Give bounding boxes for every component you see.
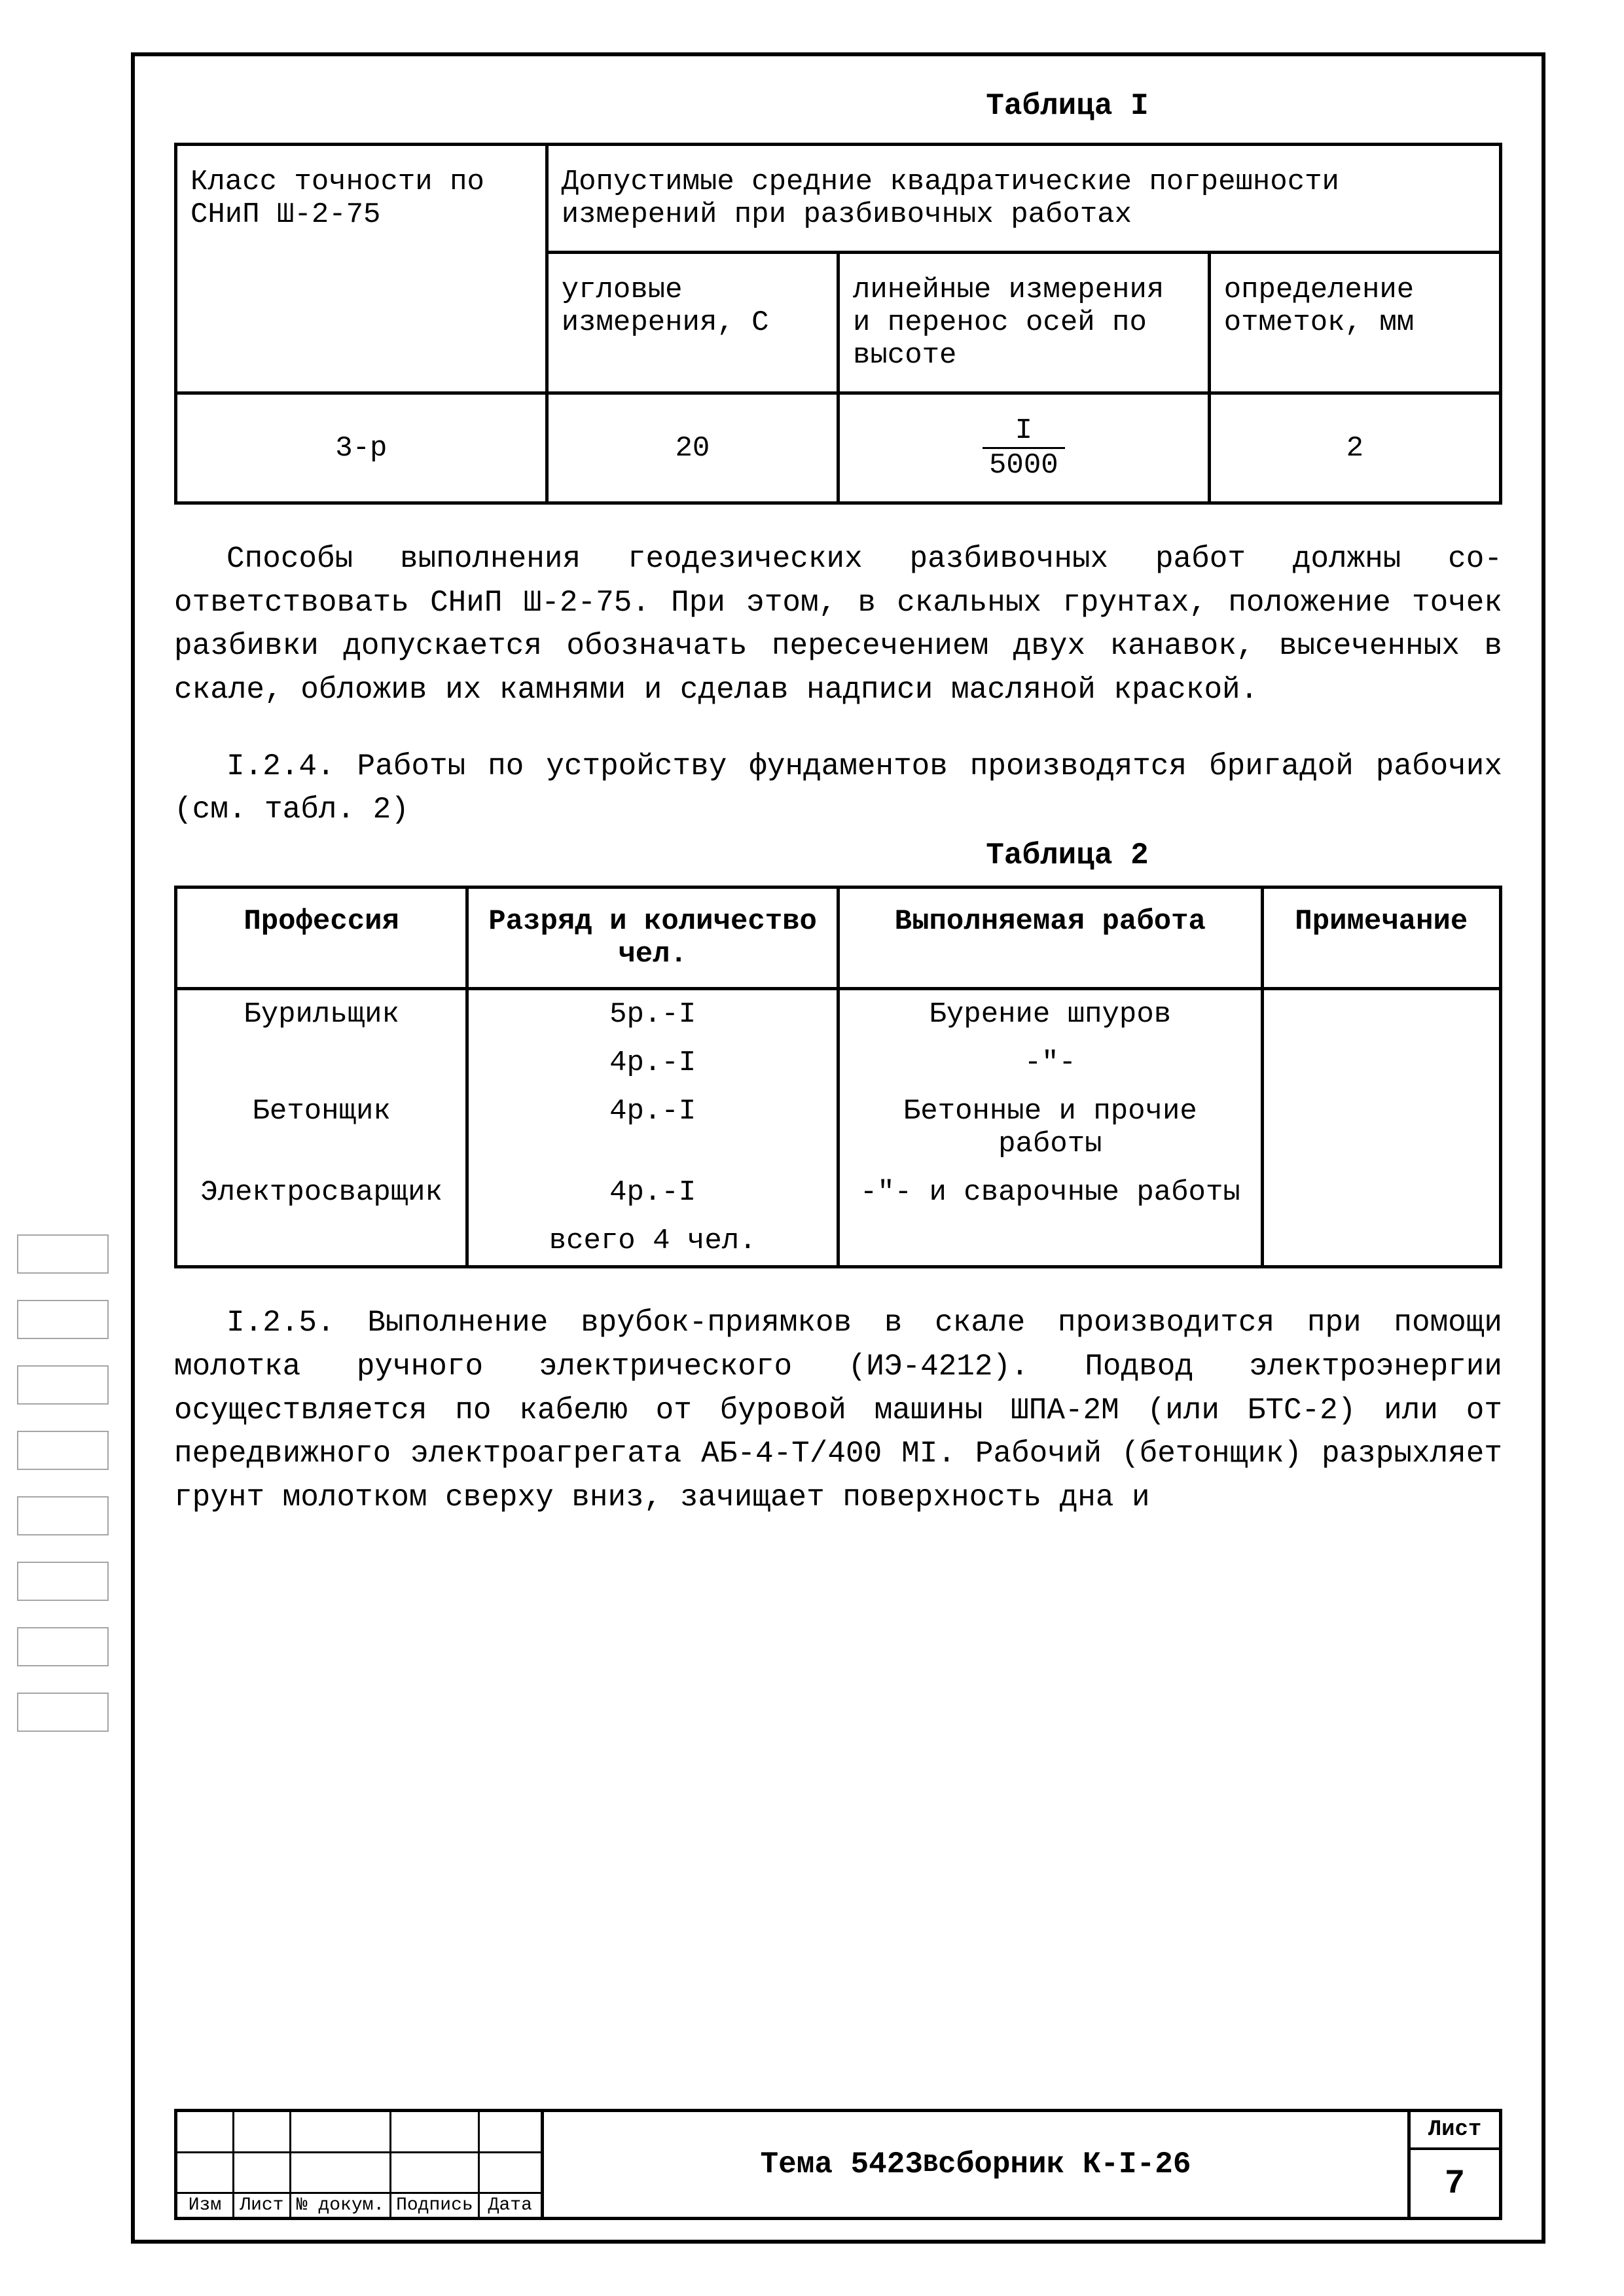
t2-r4c3 [838,1217,1262,1267]
t2-h3: Выполняемая работа [838,888,1262,989]
t1-r1c4: 2 [1209,393,1500,503]
t1-r1c3: I 5000 [838,393,1209,503]
t2-r4c4 [1262,1217,1500,1267]
rev-h2: Лист [234,2194,291,2217]
t2-h4: Приме­чание [1262,888,1500,989]
sheet-box: Лист 7 [1407,2112,1499,2217]
sheet-label: Лист [1411,2112,1499,2150]
rev-h5: Дата [480,2194,541,2217]
doc-title: Тема 5423В сборник К-I-26 [544,2112,1407,2217]
frac-num: I [983,414,1065,449]
t2-r2c1: Бетонщик [176,1087,467,1168]
t1-h-span: Допустимые средние квадратические погреш… [547,145,1500,253]
page-frame: Таблица I Класс точности по СНиП Ш-2-75 … [131,52,1545,2244]
t2-r2c2: 4р.-I [467,1087,839,1168]
t1-sub3: определение отметок, мм [1209,253,1500,393]
t2-r3c3: -"- и сварочные работы [838,1168,1262,1217]
paragraph-2: I.2.4. Работы по устройству фундаментов … [174,745,1502,832]
t2-h2: Разряд и коли­чество чел. [467,888,839,989]
t1-r1c2: 20 [547,393,838,503]
t2-r3c2: 4р.-I [467,1168,839,1217]
fraction: I 5000 [983,414,1065,482]
frac-den: 5000 [983,449,1065,482]
t2-r1c3: -"- [838,1039,1262,1087]
doc-title-a: Тема 5423 [761,2147,923,2181]
paragraph-3: I.2.5. Выполнение врубок-приямков в скал… [174,1301,1502,1519]
t2-r0c1: Бурильщик [176,989,467,1039]
t2-r1c4 [1262,1039,1500,1087]
paragraph-1: Способы выполнения геодезических разбиво… [174,537,1502,712]
t2-r0c4 [1262,989,1500,1039]
revision-table: Изм Лист № докум. Подпись Дата [177,2112,544,2217]
t1-sub1: угловые измерения, С [547,253,838,393]
rev-h4: Подпись [391,2194,479,2217]
footer-title-block: Изм Лист № докум. Подпись Дата Тема 5423… [174,2109,1502,2220]
rev-h3: № докум. [291,2194,391,2217]
t2-r4c1 [176,1217,467,1267]
t2-r1c1 [176,1039,467,1087]
t2-r3c1: Электросварщик [176,1168,467,1217]
t1-r1c1: 3-р [176,393,547,503]
table2-caption: Таблица 2 [174,838,1502,872]
sheet-number: 7 [1411,2150,1499,2217]
table1: Класс точности по СНиП Ш-2-75 Допустимые… [174,143,1502,505]
t2-r4c2: всего 4 чел. [467,1217,839,1267]
doc-title-b: сборник К-I-26 [938,2147,1191,2181]
t2-r0c3: Бурение шпуров [838,989,1262,1039]
t2-r2c4 [1262,1087,1500,1168]
doc-title-sup: В [923,2150,938,2179]
table2: Профессия Разряд и коли­чество чел. Выпо… [174,886,1502,1268]
table1-caption: Таблица I [174,89,1502,123]
t2-r2c3: Бетонные и прочие работы [838,1087,1262,1168]
t2-r3c4 [1262,1168,1500,1217]
t2-r1c2: 4р.-I [467,1039,839,1087]
t1-sub2: линейные измерения и перенос осей по выс… [838,253,1209,393]
t2-h1: Профессия [176,888,467,989]
t1-h-col1: Класс точности по СНиП Ш-2-75 [176,145,547,393]
binding-marks [17,1234,109,2151]
t2-r0c2: 5р.-I [467,989,839,1039]
rev-h1: Изм [177,2194,234,2217]
